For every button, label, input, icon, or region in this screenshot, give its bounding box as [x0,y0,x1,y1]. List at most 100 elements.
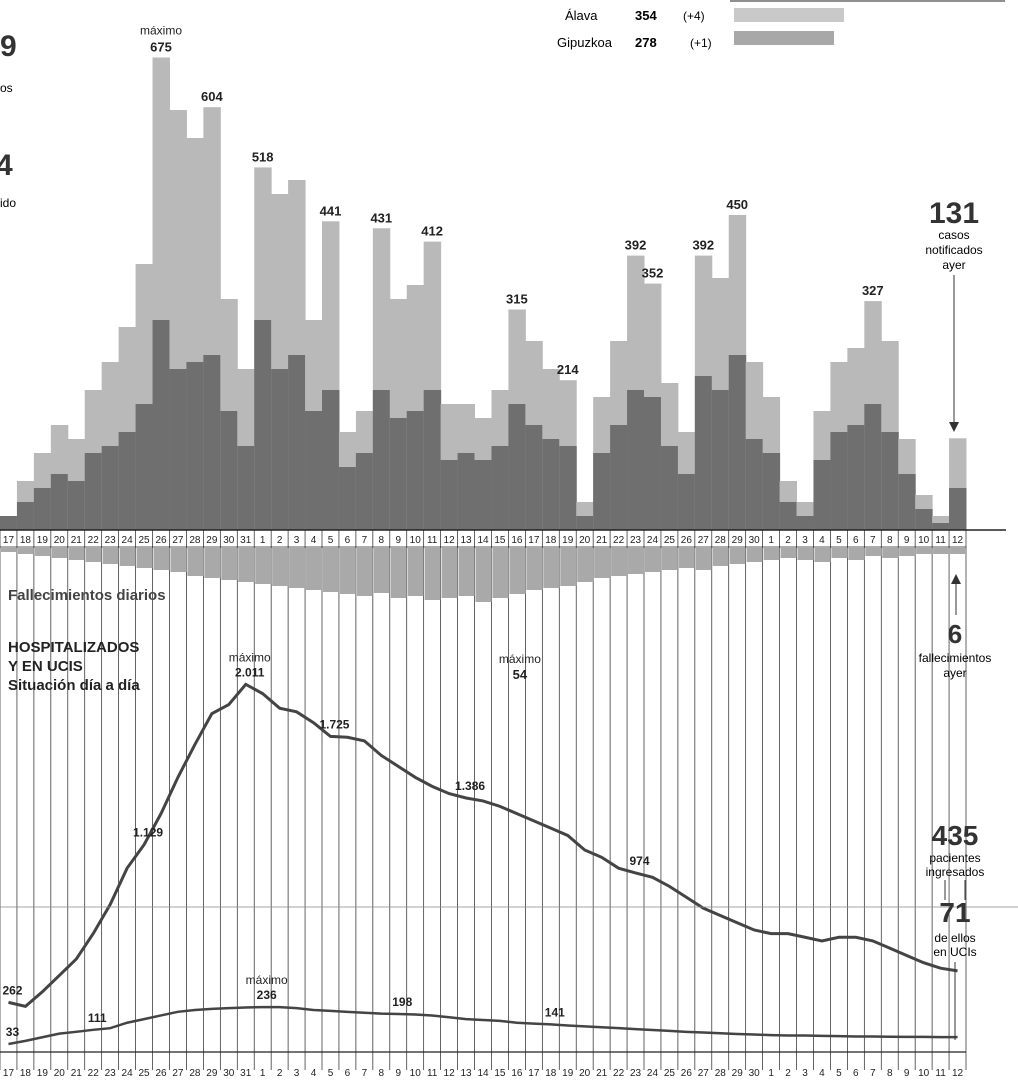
deaths-bar [272,548,289,586]
date-tick-label-bottom: 21 [596,1068,608,1079]
line-value-label: 1.725 [319,717,349,731]
date-tick-label-top: 9 [904,535,910,546]
date-tick-label-bottom: 29 [206,1068,218,1079]
date-tick-label-bottom: 7 [870,1068,876,1079]
legend-change-gipuzkoa: (+1) [690,36,712,50]
cases-bar-dark [711,390,730,530]
deaths-bar [390,548,407,598]
date-tick-label-top: 6 [853,535,859,546]
cases-bar-dark [559,446,577,530]
cases-value-label: 675 [150,40,172,55]
deaths-bar [221,548,238,580]
left-fragments: 9 os 4 ido [0,30,17,210]
left-fragment-number: 9 [0,30,17,63]
hospital-title-line-3: Situación día a día [8,677,140,694]
hospitalized-line [8,682,958,1008]
cases-bar-dark [118,432,137,530]
deaths-bar [424,548,441,600]
date-tick-label-top: 6 [345,535,351,546]
left-fragment-number-2: 4 [0,149,13,182]
date-tick-label-top: 20 [54,535,66,546]
date-tick-label-bottom: 1 [260,1068,266,1079]
deaths-max-label: máximo [499,652,541,666]
cases-value-label: 431 [370,210,392,225]
deaths-bar [339,548,356,594]
annotation-hospital-number: 435 [932,820,979,851]
deaths-bar [509,548,526,594]
date-tick-label-bottom: 26 [681,1068,693,1079]
date-tick-label-bottom: 19 [37,1068,49,1079]
date-tick-label-top: 27 [698,535,710,546]
cases-bar-dark [16,502,35,530]
cases-bar-dark [0,516,18,530]
annotation-hospital: 435 pacientes ingresados 71 de ellos en … [0,820,1018,1040]
date-tick-label-top: 11 [935,535,946,546]
deaths-bar [611,548,628,576]
date-tick-label-bottom: 14 [477,1068,489,1079]
cases-bar-dark [932,523,950,530]
date-tick-label-top: 3 [294,535,300,546]
date-tick-label-bottom: 4 [311,1068,317,1079]
deaths-bar [68,548,85,560]
deaths-bar [323,548,339,592]
deaths-bar [577,548,594,582]
annotation-deaths-line-2: ayer [943,666,966,680]
date-tick-label-bottom: 29 [732,1068,744,1079]
date-tick-label-bottom: 24 [122,1068,134,1079]
date-tick-label-bottom: 10 [410,1068,422,1079]
cases-bar-dark [203,355,221,530]
line-value-label: 111 [88,1011,107,1025]
date-tick-label-bottom: 28 [189,1068,201,1079]
cases-bar-dark [84,453,103,530]
date-tick-label-bottom: 2 [785,1068,791,1079]
cases-bar-dark [50,474,69,530]
cases-bar-dark [610,425,628,530]
cases-bar-dark [762,453,781,530]
deaths-bar [1,548,17,552]
cases-bar-dark [254,320,272,530]
date-tick-label-top: 24 [122,535,134,546]
date-tick-label-top: 4 [311,535,317,546]
legend-name-alava: Álava [565,8,598,23]
date-tick-label-bottom: 9 [395,1068,401,1079]
date-tick-label-bottom: 15 [494,1068,506,1079]
cases-bar-dark [745,439,764,530]
cases-bar-dark [474,460,492,530]
date-tick-label-bottom: 22 [613,1068,625,1079]
date-tick-label-top: 26 [681,535,693,546]
date-tick-label-top: 27 [172,535,184,546]
date-tick-label-top: 7 [362,535,368,546]
cases-bar-dark [813,460,831,530]
date-tick-label-top: 5 [328,535,334,546]
line-value-label: 1.386 [455,779,485,793]
deaths-bar [729,548,746,564]
deaths-bar [85,548,102,562]
cases-value-label: 450 [726,197,748,212]
date-tick-label-bottom: 24 [647,1068,659,1079]
deaths-bar [407,548,424,596]
deaths-bar [458,548,475,596]
annotation-cases-line-1: casos [938,228,969,242]
date-tick-label-top: 15 [494,535,506,546]
hospital-title-line-2: Y EN UCIS [8,658,83,675]
date-tick-label-bottom: 2 [277,1068,283,1079]
cases-max-label: máximo [140,24,182,38]
deaths-bar [136,548,153,568]
deaths-bar [153,548,170,570]
cases-bar-dark [440,460,459,530]
line-value-label: 198 [392,995,412,1009]
cases-bar-dark [728,355,747,530]
left-fragment-text-2: ido [0,196,16,210]
date-tick-label-bottom: 7 [362,1068,368,1079]
cases-bar-dark [576,516,594,530]
deaths-bar [543,548,560,588]
annotation-deaths-number: 6 [948,619,962,649]
date-tick-label-bottom: 10 [918,1068,930,1079]
cases-bars [0,57,967,531]
deaths-bar [865,548,882,556]
deaths-bar [831,548,848,558]
date-tick-label-top: 23 [105,535,117,546]
deaths-bar [34,548,51,556]
cases-value-label: 327 [862,283,884,298]
cases-bar-dark [457,453,476,530]
